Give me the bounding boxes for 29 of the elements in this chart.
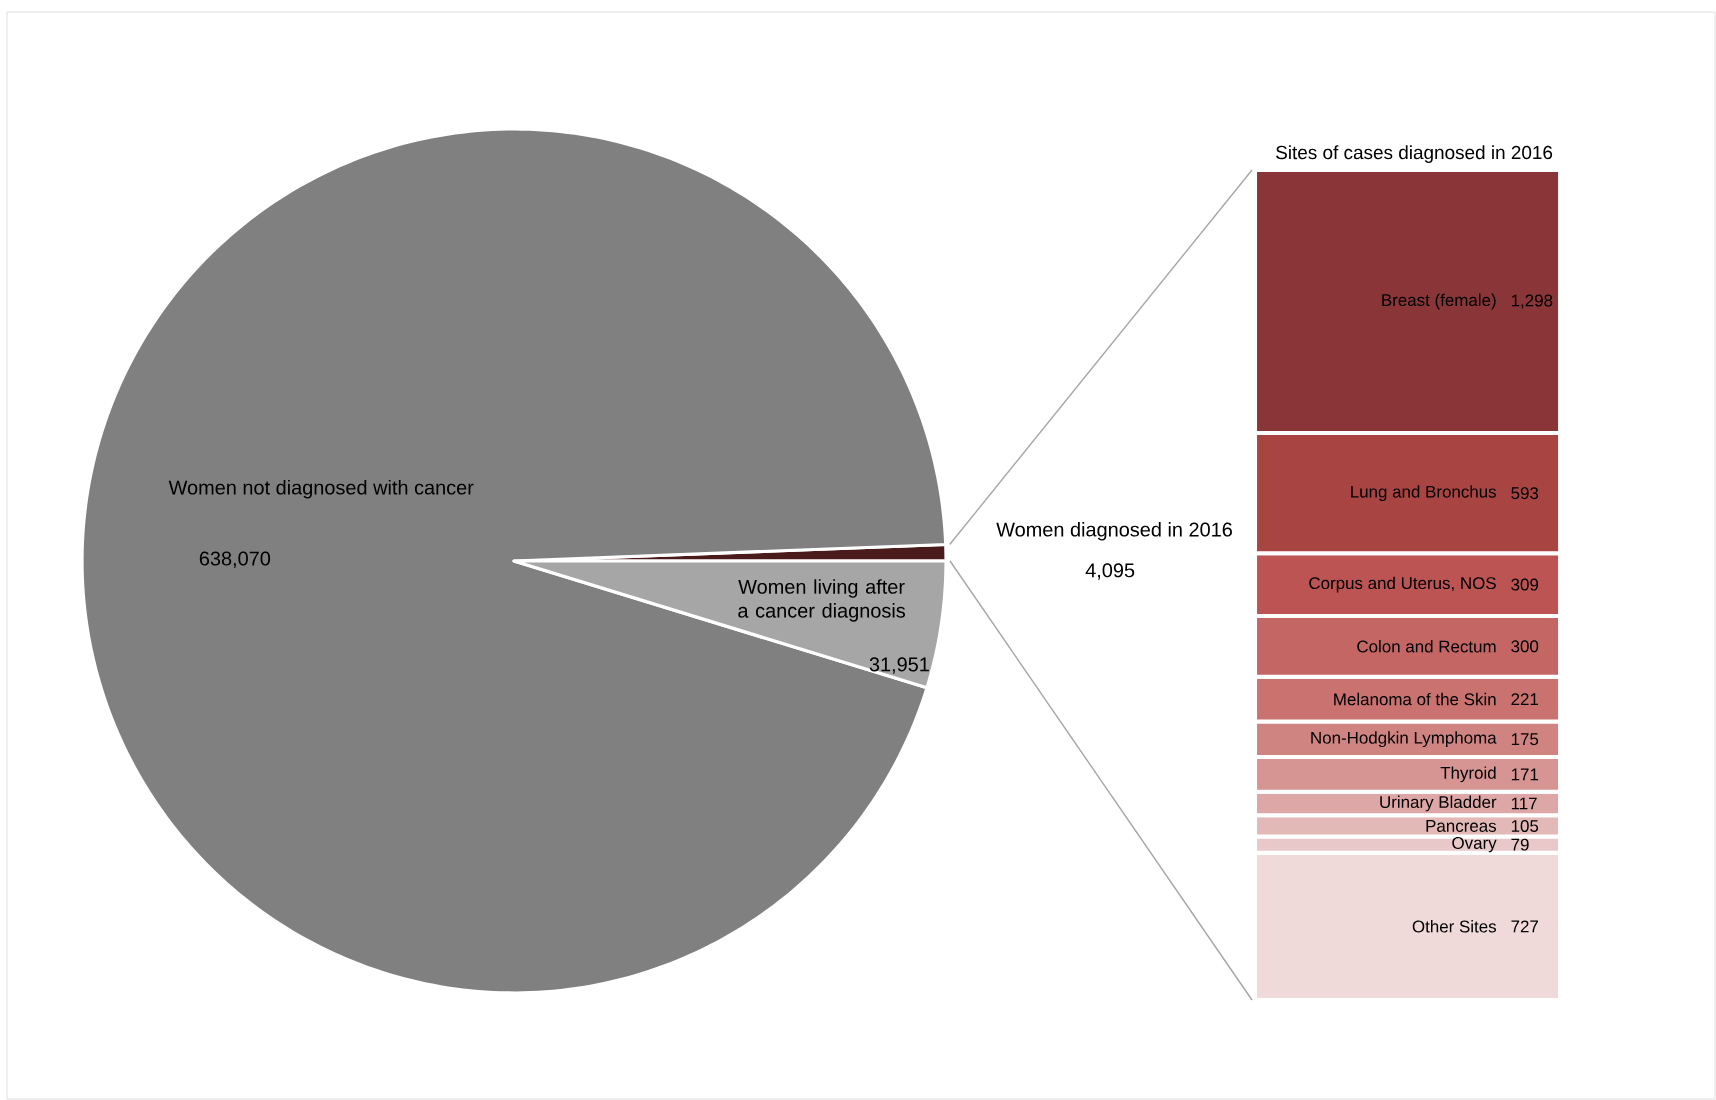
slice-label: Women living after a cancer diagnosis xyxy=(738,579,906,622)
data-label: 117 xyxy=(1511,797,1537,810)
data-label: 79 xyxy=(1511,838,1529,851)
series-label: Lung and Bronchus xyxy=(1351,485,1496,502)
series-label: Urinary Bladder xyxy=(1380,795,1497,812)
series-label: Corpus and Uterus, NOS xyxy=(1309,576,1496,593)
data-label: 727 xyxy=(1511,920,1538,933)
data-label: 221 xyxy=(1511,693,1539,706)
series-label: Melanoma of the Skin xyxy=(1334,692,1496,706)
data-label: 105 xyxy=(1511,820,1539,832)
data-label: 1,298 xyxy=(1511,294,1553,309)
data-label: 171 xyxy=(1511,768,1539,781)
chart-title: Sites of cases diagnosed in 2016 xyxy=(1276,145,1553,163)
data-label: 175 xyxy=(1511,733,1539,746)
data-label: 309 xyxy=(1511,578,1539,591)
data-label: 31,951 xyxy=(869,657,929,674)
data-label: 300 xyxy=(1511,640,1539,653)
data-label: 638,070 xyxy=(199,551,271,568)
series-label: Breast (female) xyxy=(1382,293,1496,310)
data-label: 4,095 xyxy=(1085,563,1135,580)
series-label: Colon and Rectum xyxy=(1357,640,1496,653)
slice-label: Women diagnosed in 2016 xyxy=(996,521,1232,541)
series-label: Ovary xyxy=(1452,836,1497,853)
series-label: Thyroid xyxy=(1440,766,1496,783)
series-label: Pancreas xyxy=(1426,820,1497,832)
data-label: 593 xyxy=(1511,487,1539,500)
series-label: Non-Hodgkin Lymphoma xyxy=(1311,731,1497,748)
series-label: Other Sites xyxy=(1412,920,1497,933)
slice-label: Women not diagnosed with cancer xyxy=(168,479,474,499)
